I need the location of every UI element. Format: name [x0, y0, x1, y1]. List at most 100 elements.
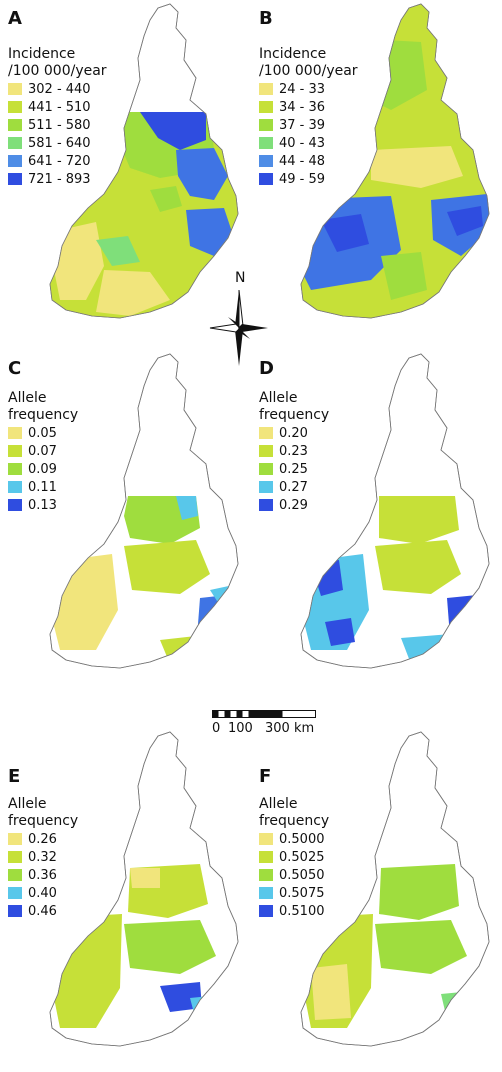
legend: Incidence /100 000/year 24 - 33 34 - 36 37… [259, 46, 358, 188]
region [375, 920, 467, 974]
scale-bar-graphic [212, 710, 316, 718]
panel-f: F Allele frequency 0.5000 0.5025 0.5050 0.5… [251, 728, 502, 1068]
region [441, 990, 485, 1028]
compass-rose: N [208, 270, 270, 366]
region [124, 540, 210, 594]
legend-title-line-1: Incidence [259, 46, 327, 62]
legend-title-line-2: frequency [8, 407, 79, 423]
panel-letter: B [259, 8, 273, 29]
legend-label: 34 - 36 [279, 99, 326, 115]
legend-item: 0.46 [8, 902, 78, 920]
legend-swatch [8, 119, 22, 131]
legend-title-line-1: Allele [8, 390, 47, 406]
legend-label: 44 - 48 [279, 153, 326, 169]
legend-item: 49 - 59 [259, 170, 358, 188]
legend-label: 0.20 [279, 425, 308, 441]
legend-item: 302 - 440 [8, 80, 107, 98]
region [447, 594, 489, 634]
map-a [49, 3, 239, 319]
legend-swatch [259, 83, 273, 95]
region [150, 186, 182, 212]
panel-b: B Incidence /100 000/year 24 - 33 34 - 36… [251, 0, 502, 340]
legend-label: 0.26 [28, 831, 57, 847]
region [124, 920, 216, 974]
panel-d: D Allele frequency 0.20 0.23 0.25 0.27 0.29 [251, 350, 502, 690]
legend-label: 0.13 [28, 497, 57, 513]
legend-label: 0.07 [28, 443, 57, 459]
map-c [49, 353, 239, 669]
legend-swatch [8, 905, 22, 917]
legend-item: 0.40 [8, 884, 78, 902]
legend-item: 581 - 640 [8, 134, 107, 152]
legend-item: 24 - 33 [259, 80, 358, 98]
legend-item: 37 - 39 [259, 116, 358, 134]
legend-item: 34 - 36 [259, 98, 358, 116]
legend-title-line-1: Allele [259, 390, 298, 406]
legend-swatch [8, 481, 22, 493]
legend-swatch [259, 137, 273, 149]
panel-letter: F [259, 766, 272, 787]
panel-a: A Incidence /100 000/year 302 - 440 441 -… [0, 0, 251, 340]
region [379, 496, 459, 544]
legend-item: 0.5075 [259, 884, 329, 902]
legend-item: 0.32 [8, 848, 78, 866]
region [160, 982, 202, 1012]
legend-swatch [8, 83, 22, 95]
legend-item: 44 - 48 [259, 152, 358, 170]
legend-swatch [8, 869, 22, 881]
legend-label: 581 - 640 [28, 135, 91, 151]
legend-swatch [8, 173, 22, 185]
legend-item: 0.5100 [259, 902, 329, 920]
legend-swatch [8, 155, 22, 167]
legend-item: 0.09 [8, 460, 78, 478]
legend-swatch [8, 851, 22, 863]
north-label: N [235, 270, 246, 286]
legend-label: 40 - 43 [279, 135, 326, 151]
legend-swatch [259, 905, 273, 917]
panel-letter: C [8, 358, 22, 379]
region [379, 864, 459, 920]
legend-title-line-2: frequency [8, 813, 79, 829]
region [160, 636, 200, 664]
legend-label: 0.5050 [279, 867, 325, 883]
legend-item: 0.5000 [259, 830, 329, 848]
legend-label: 0.09 [28, 461, 57, 477]
legend-swatch [8, 833, 22, 845]
legend-swatch [259, 427, 273, 439]
region [96, 270, 170, 316]
region [54, 222, 104, 300]
region [381, 252, 427, 300]
legend-label: 0.25 [279, 461, 308, 477]
legend-title-line-2: frequency [259, 407, 330, 423]
scale-label-zero: 0 [212, 721, 221, 736]
region [140, 112, 206, 150]
map-b [300, 3, 490, 319]
legend-label: 0.23 [279, 443, 308, 459]
legend-item: 0.07 [8, 442, 78, 460]
legend-item: 721 - 893 [8, 170, 107, 188]
region [325, 618, 355, 646]
map-d [300, 353, 490, 669]
region [186, 208, 232, 256]
legend-label: 511 - 580 [28, 117, 91, 133]
legend: Allele frequency 0.5000 0.5025 0.5050 0.507… [259, 796, 329, 920]
legend-title-line-2: /100 000/year [8, 63, 107, 79]
legend-item: 0.25 [259, 460, 329, 478]
legend-label: 24 - 33 [279, 81, 326, 97]
map-f [300, 731, 490, 1047]
legend-label: 0.27 [279, 479, 308, 495]
legend-label: 721 - 893 [28, 171, 91, 187]
legend-label: 0.29 [279, 497, 308, 513]
compass-icon [209, 289, 268, 366]
legend-swatch [8, 463, 22, 475]
legend-label: 441 - 510 [28, 99, 91, 115]
legend-swatch [8, 137, 22, 149]
legend-swatch [259, 463, 273, 475]
legend-item: 0.29 [259, 496, 329, 514]
legend-item: 0.27 [259, 478, 329, 496]
legend-title-line-1: Incidence [8, 46, 76, 62]
legend-swatch [259, 119, 273, 131]
legend-label: 0.5075 [279, 885, 325, 901]
legend-title-line-2: frequency [259, 813, 330, 829]
legend-label: 0.36 [28, 867, 57, 883]
